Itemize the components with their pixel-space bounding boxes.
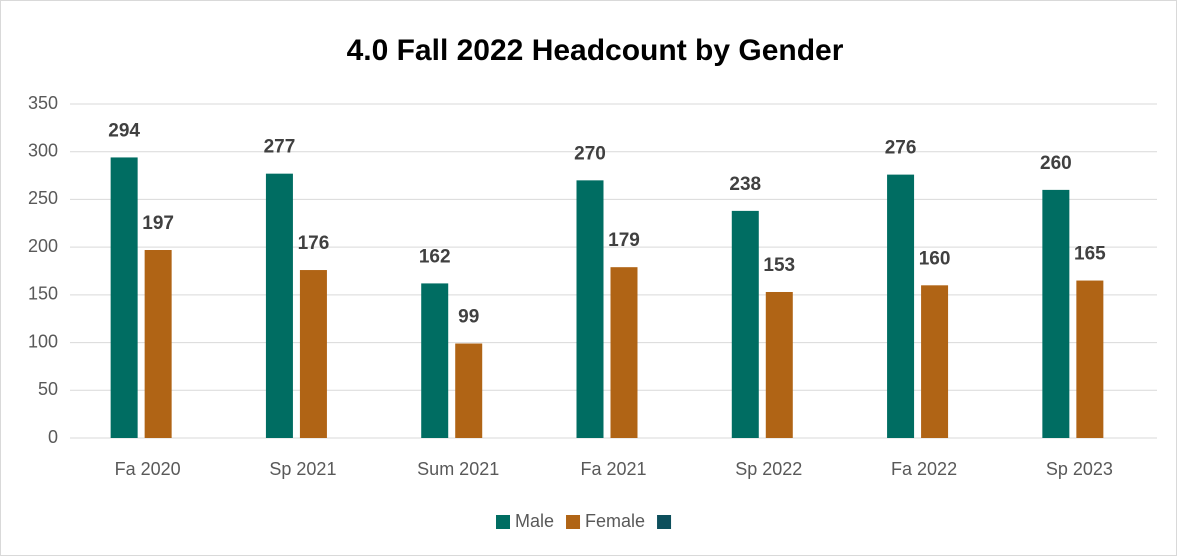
data-label: 294	[108, 120, 140, 141]
data-label: 276	[885, 138, 917, 159]
bar	[1042, 189, 1070, 438]
bar	[576, 180, 604, 439]
bar	[887, 174, 915, 439]
y-tick-label: 250	[28, 188, 58, 208]
bar	[299, 270, 327, 438]
data-label: 238	[729, 174, 761, 195]
data-label: 160	[919, 248, 951, 269]
y-tick-label: 200	[28, 236, 58, 256]
y-tick-label: 350	[28, 93, 58, 113]
bar	[455, 343, 483, 438]
bar	[731, 210, 759, 438]
x-tick-label: Sum 2021	[417, 459, 499, 479]
x-tick-label: Fa 2021	[580, 459, 646, 479]
x-tick-label: Sp 2022	[735, 459, 802, 479]
bar	[1076, 280, 1104, 438]
x-tick-label: Fa 2022	[891, 459, 957, 479]
bar	[144, 250, 172, 438]
x-tick-label: Sp 2021	[269, 459, 336, 479]
y-tick-label: 50	[38, 379, 58, 399]
legend-swatch	[657, 515, 672, 529]
y-tick-label: 150	[28, 284, 58, 304]
chart-title: 4.0 Fall 2022 Headcount by Gender	[347, 34, 844, 67]
legend-swatch	[566, 515, 581, 529]
data-label: 153	[763, 255, 795, 276]
bar	[765, 291, 793, 438]
bar	[421, 283, 449, 438]
bar	[110, 157, 138, 438]
data-label: 179	[608, 230, 640, 251]
y-tick-label: 100	[28, 331, 58, 351]
legend-label: Male	[515, 511, 554, 531]
bar	[921, 285, 949, 438]
data-label: 99	[458, 307, 479, 328]
y-tick-label: 300	[28, 140, 58, 160]
data-label: 162	[419, 246, 451, 267]
bar	[610, 267, 638, 438]
legend-label: Female	[585, 511, 645, 531]
data-label: 165	[1074, 244, 1106, 265]
legend-swatch	[496, 515, 510, 529]
x-tick-label: Sp 2023	[1046, 459, 1113, 479]
bar	[265, 173, 293, 439]
data-label: 270	[574, 143, 606, 164]
data-label: 197	[142, 213, 174, 234]
x-tick-label: Fa 2020	[115, 459, 181, 479]
y-tick-label: 0	[48, 427, 58, 447]
data-label: 260	[1040, 153, 1072, 174]
data-label: 277	[264, 137, 296, 158]
data-label: 176	[298, 233, 330, 254]
